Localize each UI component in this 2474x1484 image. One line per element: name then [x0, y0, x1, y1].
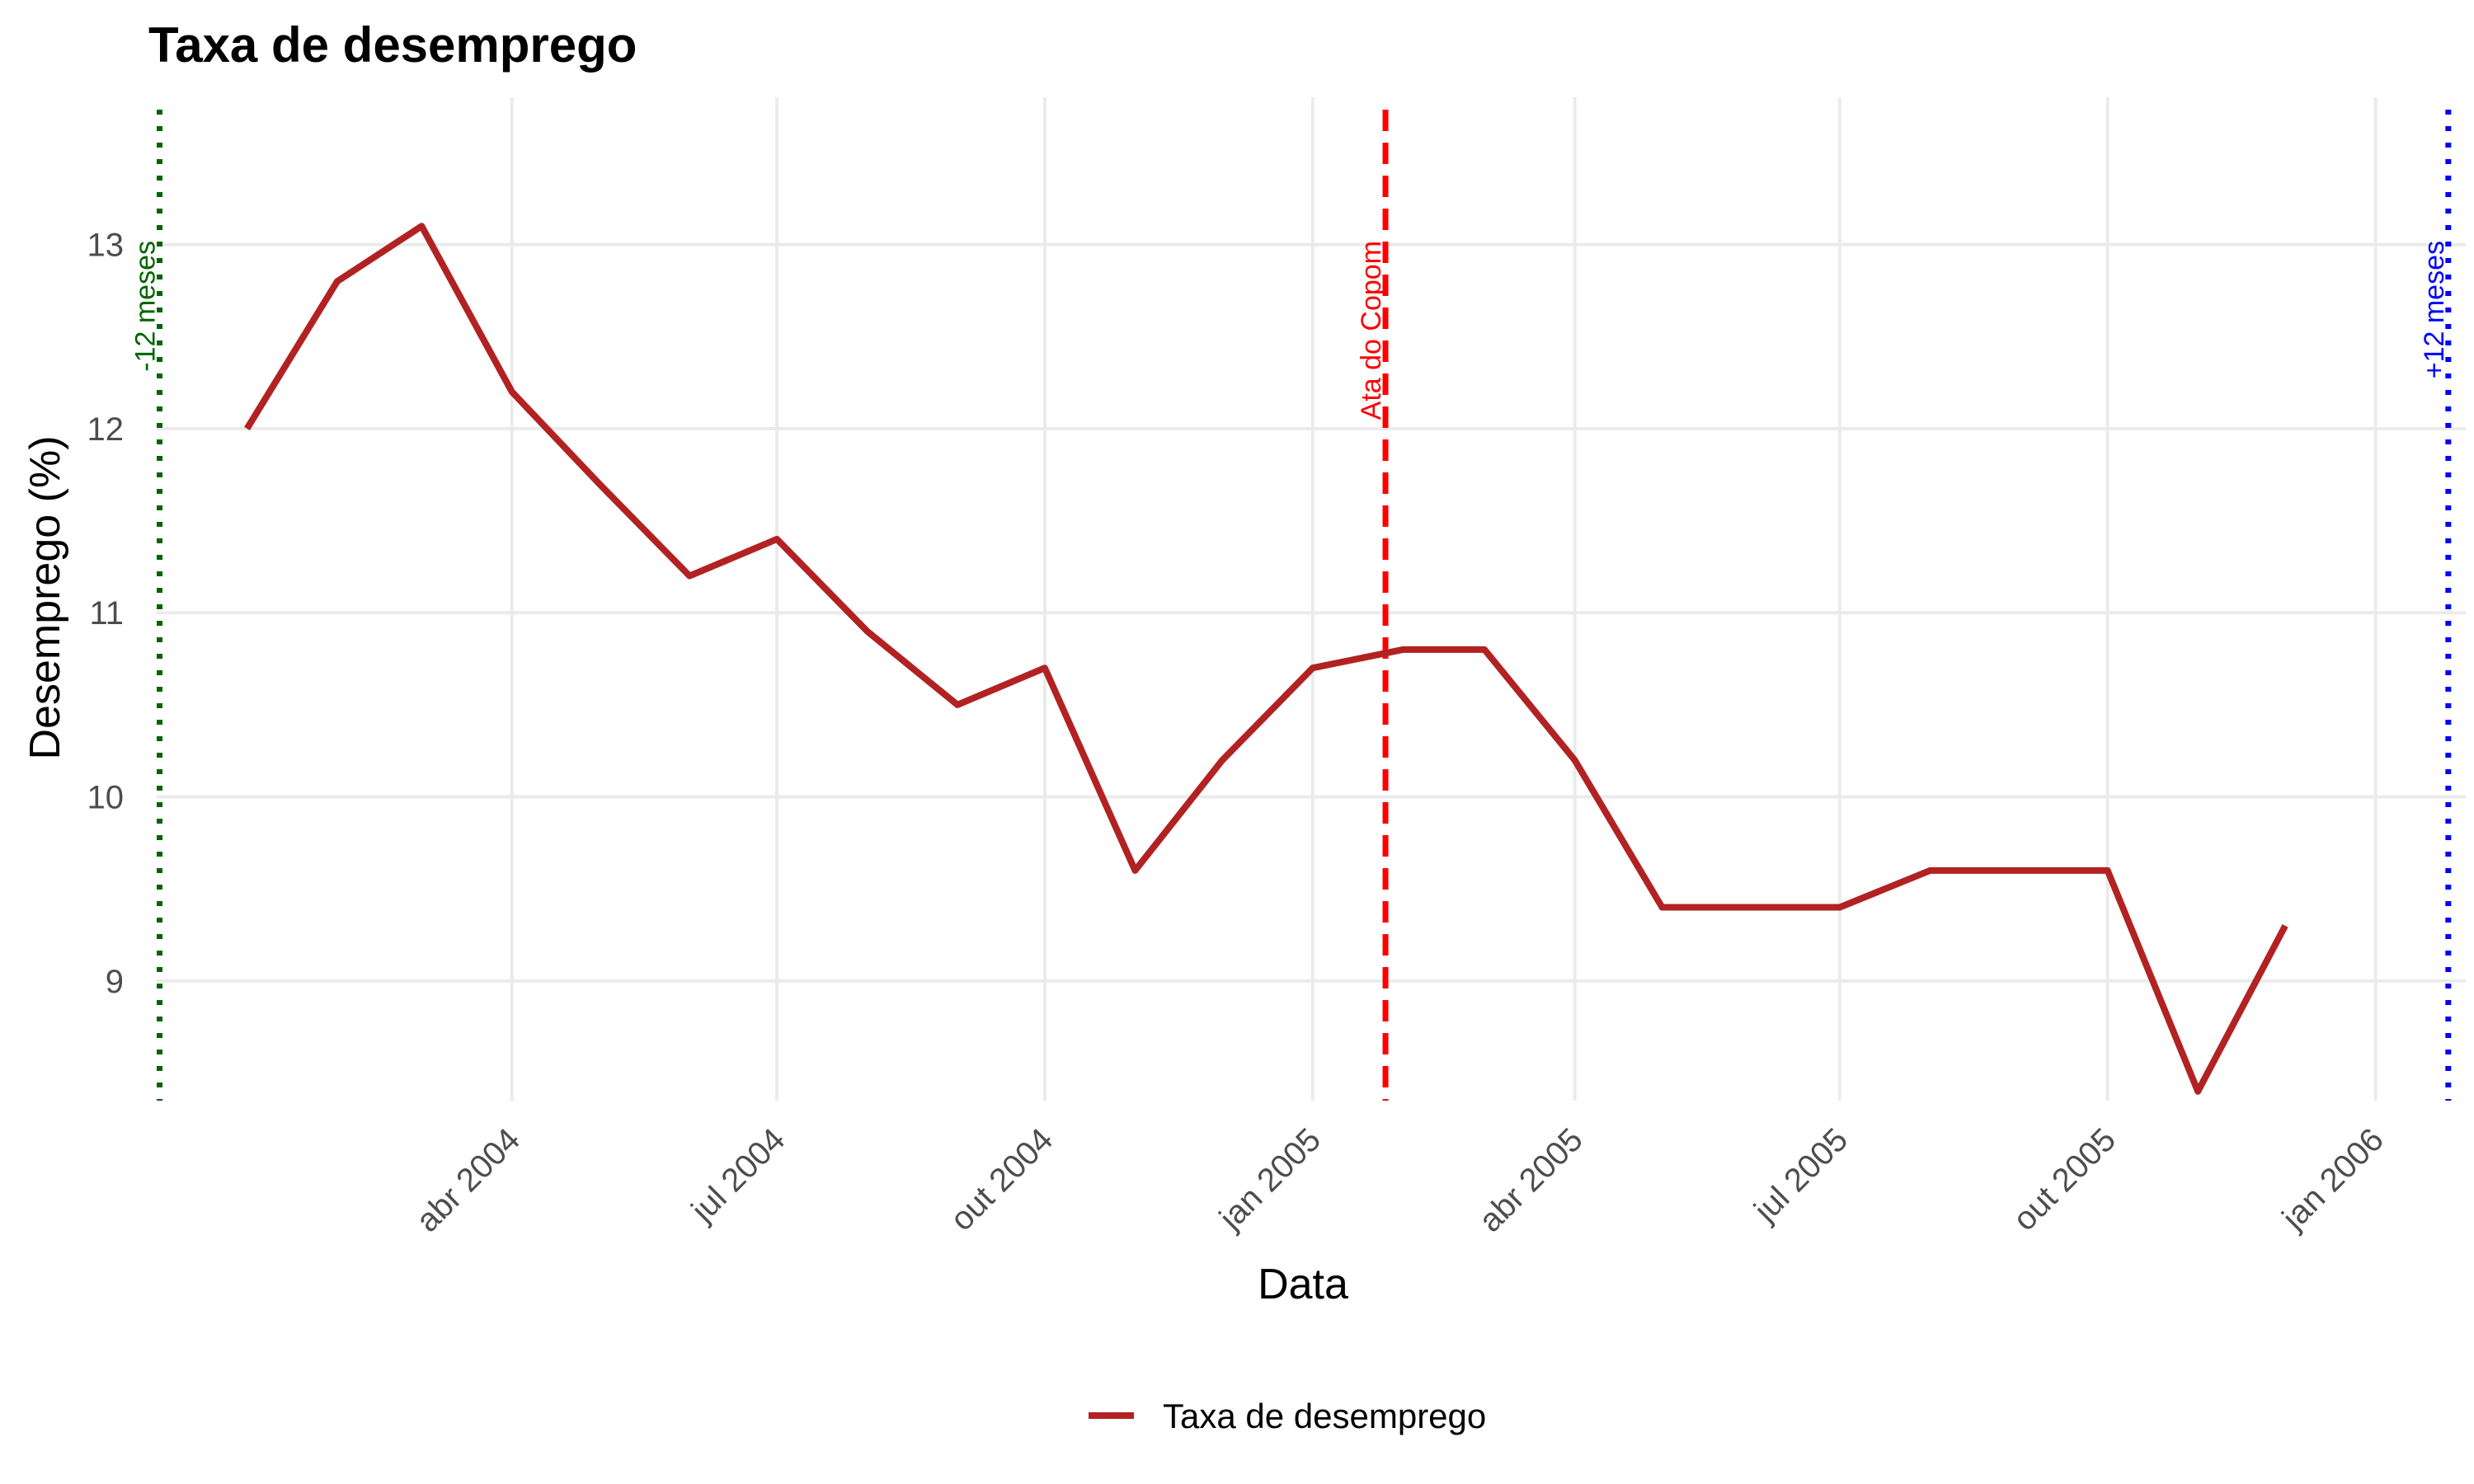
annotation-lines: -12 meses Ata do Copom +12 meses	[130, 110, 2452, 1101]
legend-label: Taxa de desemprego	[1163, 1397, 1486, 1435]
grid-lines	[157, 97, 2466, 1101]
x-tick-label: jul 2005	[1747, 1121, 1855, 1229]
x-tick-label: out 2004	[943, 1121, 1060, 1237]
y-axis-label: Desemprego (%)	[21, 435, 69, 759]
y-tick-label: 10	[87, 780, 125, 816]
annotation-label: Ata do Copom	[1356, 241, 1387, 420]
x-axis-ticks: abr 2004 jul 2004 out 2004 jan 2005 abr 2005…	[409, 1121, 2391, 1239]
annotation-label: -12 meses	[130, 241, 162, 372]
y-axis-ticks: 9 10 11 12 13	[87, 228, 125, 1000]
x-tick-label: abr 2005	[1472, 1121, 1590, 1239]
x-tick-label: jan 2006	[2275, 1121, 2391, 1237]
chart-title: Taxa de desemprego	[148, 17, 637, 73]
x-tick-label: jan 2005	[1212, 1121, 1328, 1237]
legend: Taxa de desemprego	[1089, 1397, 1486, 1435]
x-axis-label: Data	[1258, 1261, 1348, 1308]
annotation-label: +12 meses	[2419, 241, 2450, 378]
series-line	[244, 223, 2288, 1095]
series-layer	[244, 223, 2288, 1095]
y-tick-label: 12	[87, 411, 125, 448]
y-tick-label: 9	[106, 964, 124, 1000]
x-tick-label: jul 2004	[684, 1121, 793, 1229]
x-tick-label: out 2005	[2006, 1121, 2123, 1237]
y-tick-label: 13	[87, 228, 125, 264]
x-tick-label: abr 2004	[409, 1121, 527, 1239]
y-tick-label: 11	[89, 595, 124, 632]
